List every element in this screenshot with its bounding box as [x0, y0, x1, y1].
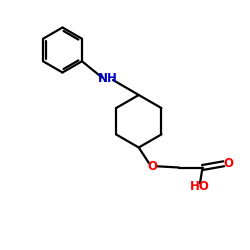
Text: HO: HO — [190, 180, 210, 193]
Text: O: O — [148, 160, 158, 173]
Text: O: O — [223, 157, 233, 170]
Text: NH: NH — [98, 72, 117, 85]
